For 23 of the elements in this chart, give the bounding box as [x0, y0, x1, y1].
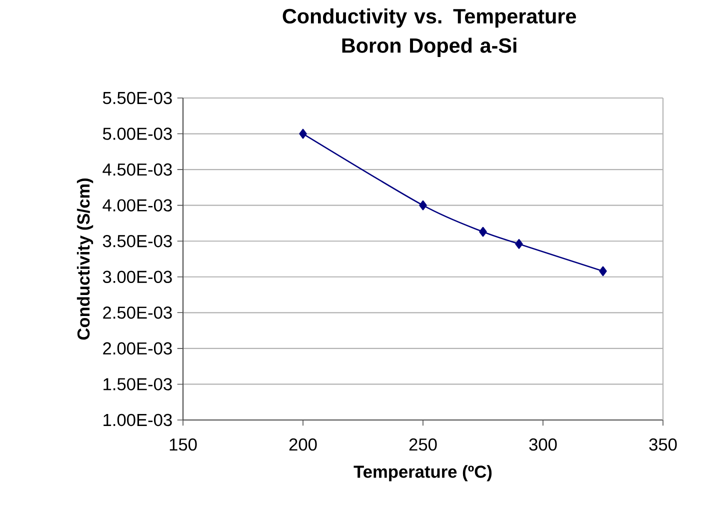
point	[515, 239, 523, 249]
y-tick-label: 1.00E-03	[104, 414, 172, 426]
x-tick-label: 300	[529, 438, 557, 451]
y-tick-label: 2.50E-03	[103, 306, 172, 319]
x-tick-label: 150	[170, 438, 197, 451]
x-tick-label: 250	[409, 438, 437, 451]
y-tick-label: 3.00E-03	[102, 270, 172, 284]
y-tick-label: 5.00E-03	[102, 128, 172, 140]
y-tick-label: 4.50E-03	[102, 163, 172, 176]
y-tick-label: 4.00E-03	[102, 199, 172, 212]
x-tick-label: 200	[289, 438, 317, 451]
point	[479, 226, 487, 237]
chart-title: Conductivity vs. Temperature Boron Doped a-Si	[282, 8, 576, 57]
x-axis-title: Temperature (ºC)	[354, 465, 492, 482]
y-tick-label: 5.50E-03	[102, 92, 172, 104]
y-tick-label: 3.50E-03	[102, 234, 172, 248]
point	[299, 128, 307, 139]
y-tick-label: 2.00E-03	[103, 342, 172, 355]
y-tick-label: 1.50E-03	[104, 378, 172, 390]
x-tick-label: 350	[649, 438, 677, 451]
point	[419, 200, 427, 210]
y-axis-title: Conductivity (S/cm)	[76, 178, 94, 340]
point	[599, 266, 607, 276]
